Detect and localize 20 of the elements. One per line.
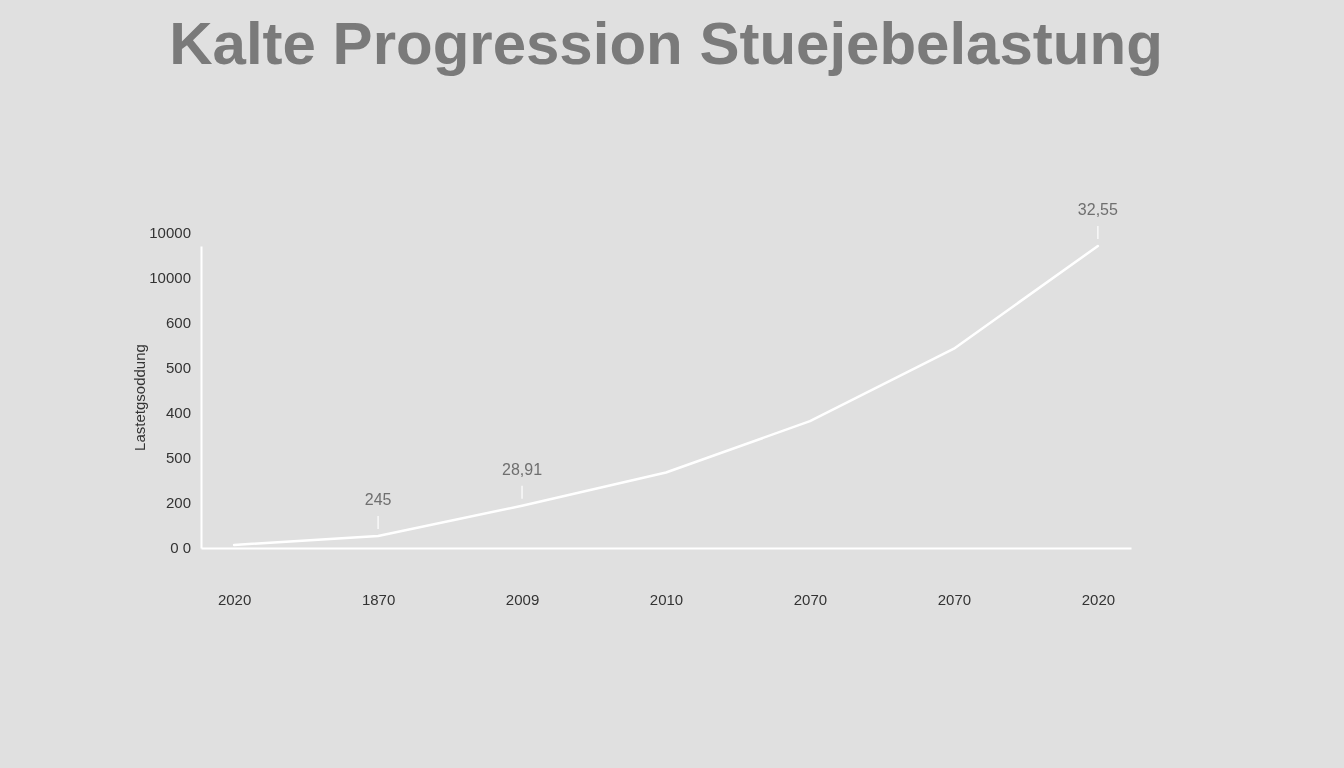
- text: 0 0: [170, 539, 191, 556]
- x-tick-label: 2010: [649, 590, 684, 608]
- text: 10000: [149, 269, 191, 286]
- text: 32,55: [1077, 201, 1119, 218]
- chart-title: Kalte Progression Stuejebelastung: [169, 10, 1163, 77]
- text: 200: [165, 494, 191, 511]
- text: 600: [165, 314, 191, 331]
- x-tick-label: 2070: [937, 590, 972, 608]
- text: 500: [165, 449, 191, 466]
- x-tick-label: 1870: [361, 590, 396, 608]
- x-tick-label: 2020: [1081, 590, 1116, 608]
- x-tick-label: 2020: [217, 590, 252, 608]
- text: 400: [165, 404, 191, 421]
- text: 10000: [149, 224, 191, 241]
- annotation: 28,91: [502, 460, 543, 478]
- x-tick-label: 2070: [793, 590, 828, 608]
- text: 500: [165, 359, 191, 376]
- annotation: 245: [364, 490, 392, 508]
- x-tick-label: 2009: [505, 590, 540, 608]
- y-axis-title: Lastetgsoddung: [130, 344, 148, 451]
